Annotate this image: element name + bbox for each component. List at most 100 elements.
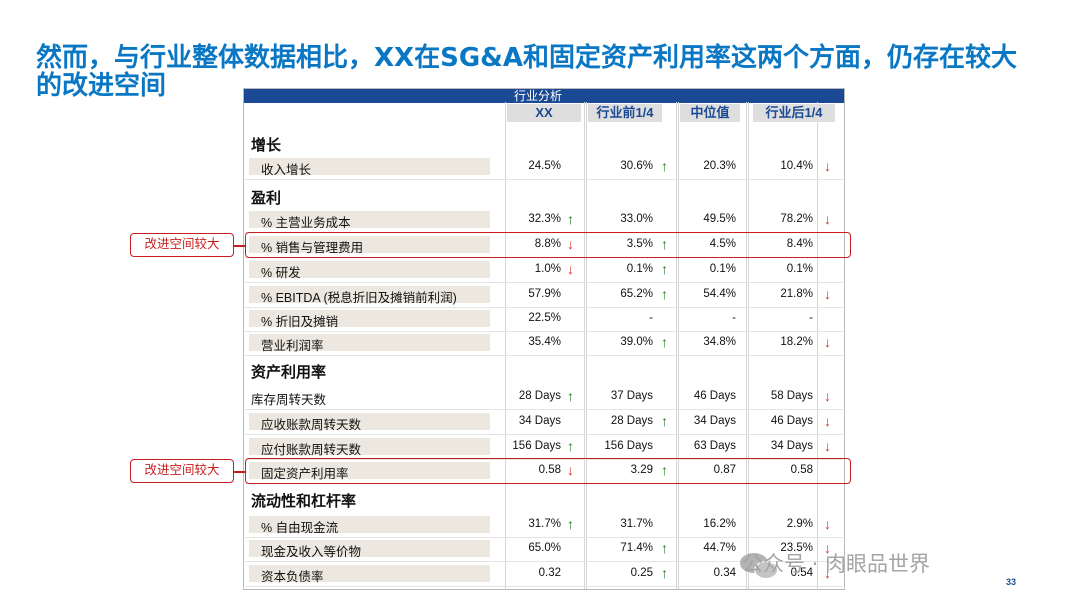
row-label: 库存周转天数 bbox=[251, 393, 327, 407]
highlight-box bbox=[245, 232, 851, 258]
cell-value: 46 Days bbox=[693, 390, 736, 402]
down-arrow-icon: ↓ bbox=[567, 462, 574, 478]
down-arrow-icon: ↓ bbox=[824, 565, 831, 581]
row-label: % 销售与管理费用 bbox=[261, 241, 364, 255]
up-arrow-icon: ↑ bbox=[567, 211, 574, 227]
row-label-background bbox=[249, 462, 490, 479]
cell-value: 0.1% bbox=[786, 263, 813, 275]
down-arrow-icon: ↓ bbox=[824, 438, 831, 454]
row-label: % 折旧及摊销 bbox=[261, 315, 339, 329]
column-divider bbox=[748, 102, 749, 589]
section-heading: 增长 bbox=[251, 137, 282, 154]
cell-value: 46 Days bbox=[770, 415, 813, 427]
row-label-background bbox=[249, 310, 490, 327]
up-arrow-icon: ↑ bbox=[661, 236, 668, 252]
row-label-background bbox=[249, 261, 490, 278]
table-row bbox=[245, 563, 843, 587]
section-heading: 盈利 bbox=[251, 190, 282, 207]
table-row bbox=[245, 332, 843, 356]
wechat-icon-secondary bbox=[754, 561, 778, 579]
down-arrow-icon: ↓ bbox=[567, 261, 574, 277]
slide-title: 然而，与行业整体数据相比，XX在SG&A和固定资产利用率这两个方面，仍存在较大的… bbox=[36, 43, 1017, 101]
down-arrow-icon: ↓ bbox=[824, 540, 831, 556]
column-header: XX bbox=[507, 104, 581, 122]
table-row bbox=[245, 284, 843, 308]
row-label: 应收账款周转天数 bbox=[261, 418, 362, 432]
cell-value: 21.8% bbox=[780, 288, 813, 300]
down-arrow-icon: ↓ bbox=[824, 158, 831, 174]
row-label: 营业利润率 bbox=[261, 339, 324, 353]
column-header: 行业后1/4 bbox=[753, 104, 835, 122]
row-label: % 研发 bbox=[261, 266, 301, 280]
cell-value: 23.5% bbox=[780, 542, 813, 554]
cell-value: 34 Days bbox=[693, 415, 736, 427]
column-divider bbox=[584, 102, 585, 589]
cell-value: 57.9% bbox=[528, 288, 561, 300]
cell-value: 65.0% bbox=[528, 542, 561, 554]
row-label: % EBITDA (税息折旧及摊销前利润) bbox=[261, 291, 457, 305]
cell-value: 0.1% bbox=[709, 263, 736, 275]
table-row bbox=[245, 436, 843, 460]
column-divider bbox=[676, 102, 677, 589]
cell-value: 0.58 bbox=[790, 464, 813, 476]
cell-value: 28 Days bbox=[518, 390, 561, 402]
cell-value: 10.4% bbox=[780, 160, 813, 172]
row-label: 现金及收入等价物 bbox=[261, 545, 362, 559]
cell-value: 1.0% bbox=[534, 263, 561, 275]
table-row bbox=[245, 411, 843, 435]
row-label-background bbox=[249, 516, 490, 533]
callout-connector bbox=[234, 471, 245, 473]
cell-value: 63 Days bbox=[693, 440, 736, 452]
cell-value: 58 Days bbox=[770, 390, 813, 402]
cell-value: 0.25 bbox=[630, 567, 653, 579]
cell-value: - bbox=[732, 312, 736, 324]
cell-value: - bbox=[809, 312, 813, 324]
cell-value: 2.9% bbox=[786, 518, 813, 530]
cell-value: 34 Days bbox=[770, 440, 813, 452]
up-arrow-icon: ↑ bbox=[661, 334, 668, 350]
up-arrow-icon: ↑ bbox=[567, 438, 574, 454]
column-header: 中位值 bbox=[680, 104, 740, 122]
cell-value: 156 Days bbox=[604, 440, 653, 452]
cell-value: 4.5% bbox=[709, 238, 736, 250]
cell-value: 32.3% bbox=[528, 213, 561, 225]
down-arrow-icon: ↓ bbox=[824, 388, 831, 404]
column-divider bbox=[678, 102, 679, 589]
cell-value: 54.4% bbox=[703, 288, 736, 300]
table-row bbox=[245, 386, 843, 410]
table-row bbox=[245, 156, 843, 180]
down-arrow-icon: ↓ bbox=[567, 236, 574, 252]
down-arrow-icon: ↓ bbox=[824, 334, 831, 350]
up-arrow-icon: ↑ bbox=[661, 158, 668, 174]
highlight-box bbox=[245, 458, 851, 484]
cell-value: 0.58 bbox=[538, 464, 561, 476]
table-row bbox=[245, 308, 843, 332]
row-label-background bbox=[249, 565, 490, 582]
cell-value: 31.7% bbox=[620, 518, 653, 530]
down-arrow-icon: ↓ bbox=[824, 413, 831, 429]
table-header-bar: 行业分析 bbox=[244, 89, 844, 103]
row-label-background bbox=[249, 211, 490, 228]
cell-value: 16.2% bbox=[703, 518, 736, 530]
cell-value: 24.5% bbox=[528, 160, 561, 172]
column-divider bbox=[817, 102, 818, 589]
watermark-text: 公众号 · 肉眼品世界 bbox=[742, 552, 931, 576]
cell-value: 0.1% bbox=[626, 263, 653, 275]
cell-value: 49.5% bbox=[703, 213, 736, 225]
cell-value: 30.6% bbox=[620, 160, 653, 172]
cell-value: 39.0% bbox=[620, 336, 653, 348]
cell-value: 44.7% bbox=[703, 542, 736, 554]
cell-value: 3.29 bbox=[630, 464, 653, 476]
cell-value: 34 Days bbox=[518, 415, 561, 427]
cell-value: 0.54 bbox=[790, 567, 813, 579]
cell-value: 78.2% bbox=[780, 213, 813, 225]
table-row bbox=[245, 514, 843, 538]
cell-value: 37 Days bbox=[610, 390, 653, 402]
row-label-background bbox=[249, 236, 490, 253]
row-label-background bbox=[249, 286, 490, 303]
table-row bbox=[245, 259, 843, 283]
row-label-background bbox=[249, 334, 490, 351]
up-arrow-icon: ↑ bbox=[661, 462, 668, 478]
cell-value: 34.8% bbox=[703, 336, 736, 348]
column-divider bbox=[586, 102, 587, 589]
